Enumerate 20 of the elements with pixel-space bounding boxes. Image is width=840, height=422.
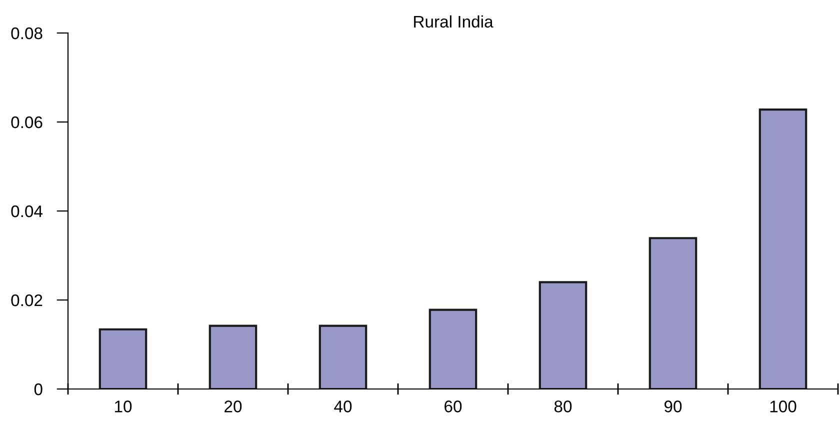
x-tick-label: 100	[770, 400, 796, 412]
bar	[648, 237, 698, 389]
bar	[538, 281, 588, 389]
x-tick-label: 10	[115, 400, 132, 412]
bar	[208, 324, 258, 389]
x-tick-label: 40	[334, 400, 352, 412]
y-tick-label: 0.06	[11, 116, 42, 128]
bar	[758, 108, 808, 389]
y-tick-label: 0	[34, 383, 42, 396]
bar	[98, 328, 148, 389]
bar	[318, 324, 368, 389]
x-tick-label: 90	[664, 400, 682, 412]
y-tick-label: 0.08	[11, 27, 42, 40]
x-tick-label: 20	[224, 400, 242, 412]
chart-title: Rural India	[414, 15, 494, 28]
bar	[428, 308, 478, 389]
y-tick-label: 0.04	[11, 205, 43, 218]
x-tick-label: 60	[444, 400, 462, 412]
x-tick-label: 80	[554, 400, 572, 412]
y-tick-label: 0.02	[11, 294, 42, 306]
